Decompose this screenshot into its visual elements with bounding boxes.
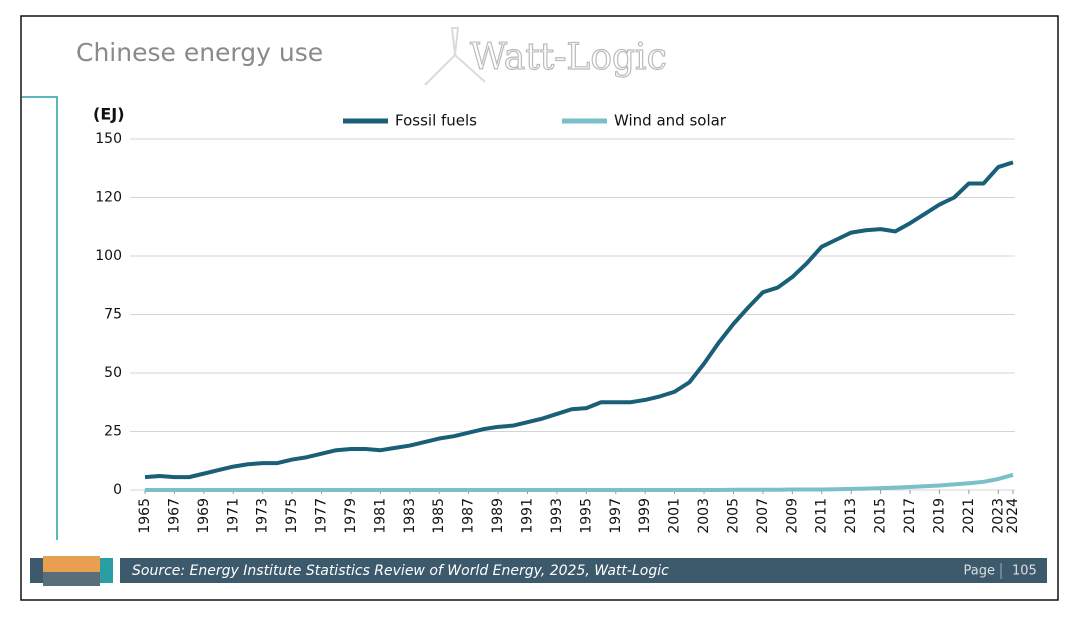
x-tick-label: 2003 <box>696 498 712 534</box>
y-tick-label: 120 <box>95 190 122 206</box>
x-tick-label: 2023 <box>990 498 1006 534</box>
watermark-logo <box>424 27 486 86</box>
x-tick-label: 1981 <box>372 498 388 534</box>
x-tick-label: 1987 <box>461 498 477 534</box>
data-line <box>144 160 1014 480</box>
x-tick-label: 2007 <box>755 498 771 534</box>
x-tick-label: 1965 <box>137 498 153 534</box>
x-tick-label: 1997 <box>608 498 624 534</box>
x-tick-label: 1995 <box>578 498 594 534</box>
plot: 0 25 50 75 100 120 150 1965 1967 1969 1971 1973 1975… <box>95 112 1021 534</box>
slide-frame <box>20 15 1059 601</box>
x-tick-label: 1999 <box>637 498 653 534</box>
footer-block <box>100 558 113 583</box>
x-tick-label: 1979 <box>343 498 359 534</box>
watermark: Watt-Logic <box>470 37 667 78</box>
x-tick-label: 2019 <box>931 498 947 534</box>
legend-label: Fossil fuels <box>395 112 477 130</box>
data-line <box>145 472 1014 492</box>
y-tick-label: 75 <box>104 307 122 323</box>
x-tick-label: 2015 <box>873 498 889 534</box>
x-tick-label: 2001 <box>667 498 683 534</box>
x-tick-label: 2013 <box>843 498 859 534</box>
y-tick-label: 150 <box>95 131 122 147</box>
chart-title: Chinese energy use <box>76 38 323 67</box>
y-tick-label: 50 <box>104 365 122 381</box>
y-tick-label: 0 <box>113 482 122 498</box>
x-tick-label: 1967 <box>166 498 182 534</box>
x-tick-label: 1989 <box>490 498 506 534</box>
accent-line <box>22 96 58 540</box>
x-tick-label: 2005 <box>725 498 741 534</box>
y-tick-label: 100 <box>95 248 122 264</box>
x-tick-label: 2017 <box>902 498 918 534</box>
legend-label: Wind and solar <box>614 112 727 130</box>
x-tick-label: 2021 <box>961 498 977 534</box>
x-tick-label: 1973 <box>255 498 271 534</box>
x-tick-label: 1971 <box>225 498 241 534</box>
source-note: Source: Energy Institute Statistics Revi… <box>132 563 669 579</box>
x-tick-label: 1993 <box>549 498 565 534</box>
page-label: Page <box>964 564 995 579</box>
footer-photo-sea <box>43 572 100 586</box>
x-tick-label: 2009 <box>784 498 800 534</box>
y-tick-label: 25 <box>104 424 122 440</box>
page-number: 105 <box>1012 564 1037 579</box>
y-axis-label: (EJ) <box>93 105 125 124</box>
x-tick-label: 1985 <box>431 498 447 534</box>
footer-block <box>30 558 43 583</box>
footer-bar <box>120 558 1047 583</box>
x-tick-label: 1991 <box>520 498 536 534</box>
x-tick-label: 1983 <box>402 498 418 534</box>
x-tick-label: 2024 <box>1005 498 1021 534</box>
x-tick-label: 1977 <box>314 498 330 534</box>
x-tick-label: 2011 <box>814 498 830 534</box>
x-tick-label: 1969 <box>196 498 212 534</box>
x-tick-label: 1975 <box>284 498 300 534</box>
